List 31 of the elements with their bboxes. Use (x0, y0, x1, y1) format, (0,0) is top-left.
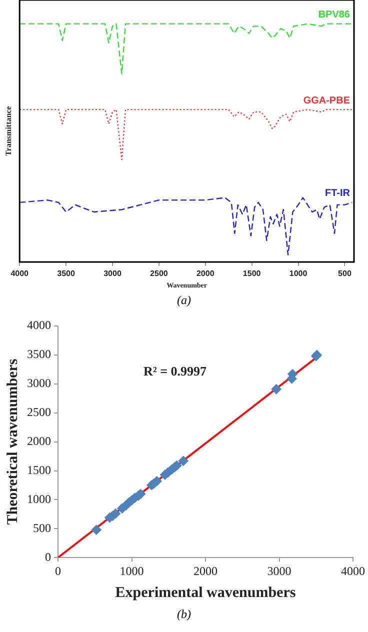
annotation: R² = 0.9997 (144, 364, 207, 379)
y-tick-label: 3000 (27, 376, 51, 390)
y-axis-title: Transmittance (4, 106, 13, 156)
y-tick-label: 500 (33, 520, 51, 535)
y-tick-label: 2500 (27, 405, 51, 420)
x-tick-label: 4000 (10, 269, 30, 278)
y-tick-label: 3500 (27, 347, 51, 362)
x-tick-label: 2000 (194, 564, 218, 578)
y-tick-label: 1000 (27, 492, 51, 506)
y-tick-label: 2000 (27, 434, 51, 448)
x-tick-label: 1500 (242, 269, 262, 278)
x-tick-label: 1000 (289, 269, 308, 278)
y-tick-label: 4000 (27, 318, 51, 332)
x-tick-label: 3500 (57, 269, 76, 278)
x-tick-label: 1000 (120, 564, 144, 578)
series-label: BPV86 (318, 10, 350, 21)
x-tick-label: 4000 (341, 564, 365, 578)
series-label: GGA-PBE (303, 95, 350, 106)
y-tick-label: 1500 (27, 462, 51, 477)
text: (a) (176, 292, 192, 309)
x-tick-label: 500 (338, 269, 352, 278)
x-tick-label: 2500 (150, 269, 168, 278)
series-label: FT-IR (325, 188, 351, 200)
x-axis-title: Experimental wavenumbers (115, 584, 296, 601)
y-axis-title: Theoretical wavenumbers (4, 358, 21, 525)
x-tick-label: 3000 (267, 564, 292, 578)
y-tick-label: 0 (45, 550, 51, 564)
text: (b) (176, 606, 192, 623)
x-tick-label: 0 (55, 564, 61, 578)
x-tick-label: 3000 (104, 269, 122, 278)
x-tick-label: 2000 (196, 269, 215, 278)
